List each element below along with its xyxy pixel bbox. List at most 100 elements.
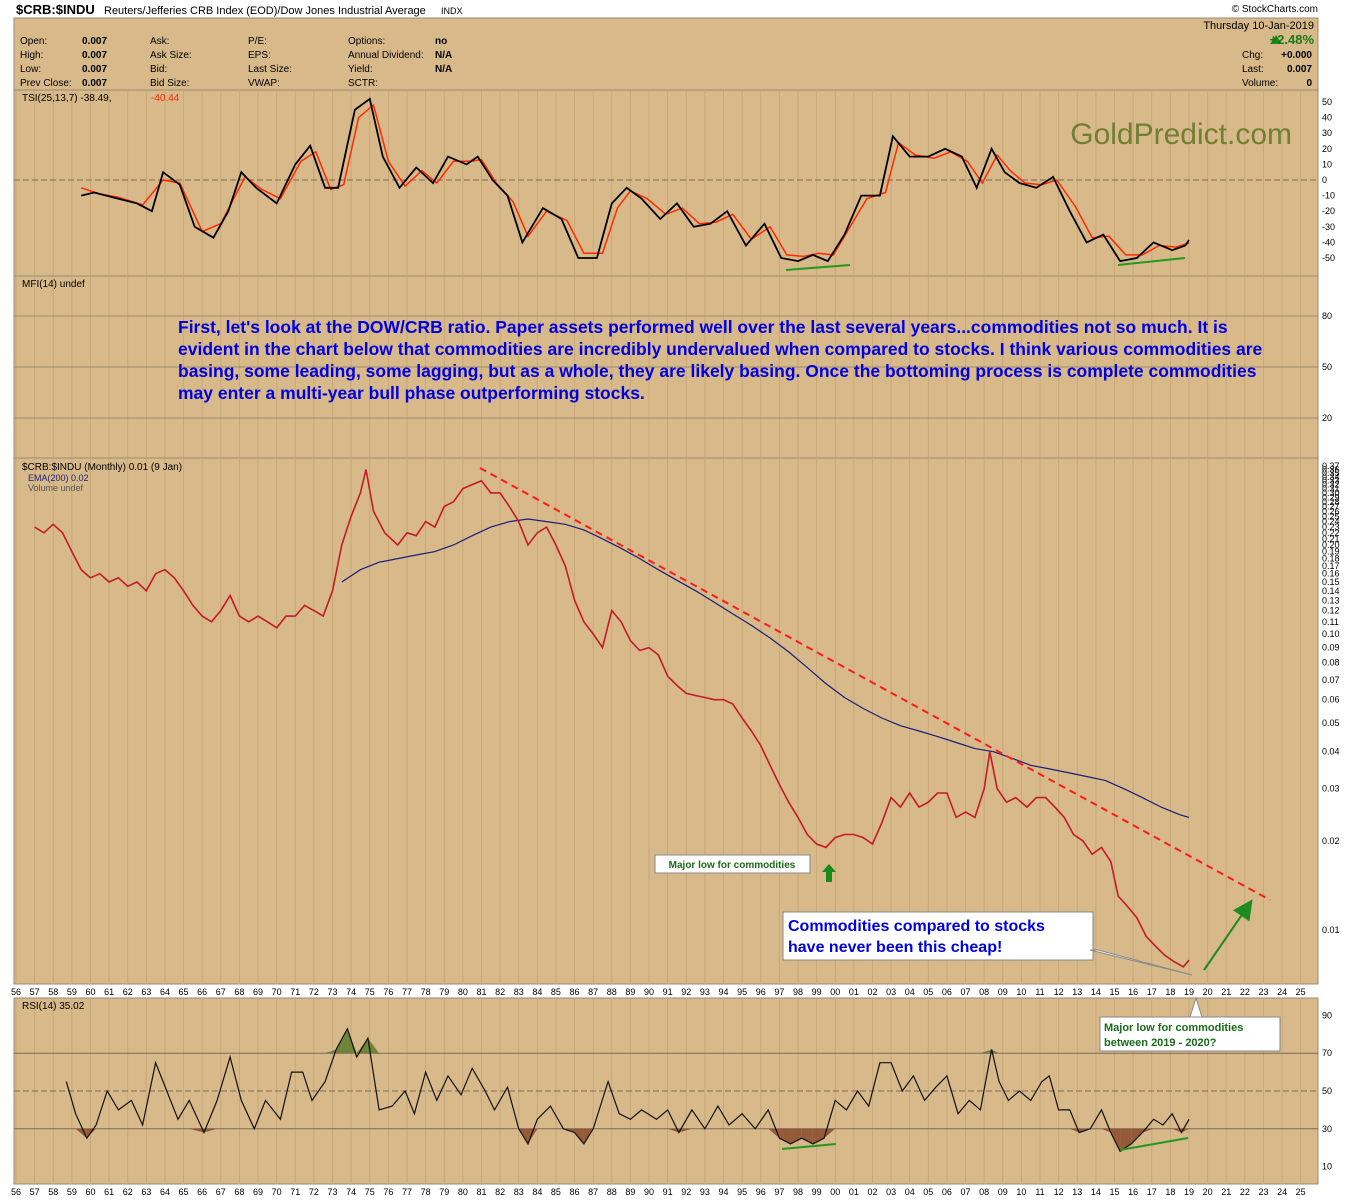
x-tick-label: 63 — [141, 987, 151, 997]
x-tick-label: 73 — [328, 987, 338, 997]
x-tick-label: 92 — [681, 987, 691, 997]
x-tick-label: 21 — [1221, 987, 1231, 997]
quote-value: 0 — [1306, 78, 1312, 89]
x-tick-label: 94 — [719, 987, 729, 997]
quote-value: N/A — [435, 50, 452, 61]
x-tick-label: 17 — [1147, 987, 1157, 997]
mfi-y-axis: 80 50 20 — [1322, 311, 1332, 423]
x-tick-label: 97 — [774, 987, 784, 997]
x-tick-label: 22 — [1240, 987, 1250, 997]
y-tick-label: 0.03 — [1322, 784, 1340, 794]
rsi-fill-area — [1101, 1128, 1111, 1133]
x-tick-label: 16 — [1128, 987, 1138, 997]
tsi-legend: TSI(25,13,7) -38.49, — [22, 93, 112, 104]
tsi-lines — [80, 97, 1190, 263]
y-tick-label: 0.18 — [1322, 554, 1340, 564]
x-tick-label: 00 — [830, 987, 840, 997]
x-tick-label: 72 — [309, 1187, 319, 1197]
x-tick-label: 20 — [1203, 1187, 1213, 1197]
x-tick-label: 62 — [123, 1187, 133, 1197]
x-tick-label: 01 — [849, 987, 859, 997]
price-panel — [13, 457, 1319, 985]
x-tick-label: 83 — [514, 1187, 524, 1197]
x-tick-label: 05 — [923, 1187, 933, 1197]
x-tick-label: 67 — [216, 987, 226, 997]
x-tick-label: 71 — [290, 987, 300, 997]
symbol-description: Reuters/Jefferies CRB Index (EOD)/Dow Jo… — [104, 5, 426, 17]
x-tick-label: 89 — [625, 987, 635, 997]
y-tick-label: 0.30 — [1322, 488, 1340, 498]
svg-text:Major low for commodities: Major low for commodities — [669, 860, 796, 871]
x-tick-label: 01 — [849, 1187, 859, 1197]
x-tick-label: 79 — [439, 1187, 449, 1197]
x-tick-label: 17 — [1147, 1187, 1157, 1197]
svg-text:between 2019 - 2020?: between 2019 - 2020? — [1104, 1037, 1217, 1049]
svg-text:Major low for commodities: Major low for commodities — [1104, 1022, 1243, 1034]
quote-label: Chg: — [1242, 50, 1263, 61]
x-tick-label: 12 — [1054, 1187, 1064, 1197]
x-tick-label: 61 — [104, 987, 114, 997]
x-tick-label: 69 — [253, 1187, 263, 1197]
bull-arrow — [1203, 899, 1253, 971]
x-tick-label: 84 — [532, 987, 542, 997]
y-tick-label: 0 — [1322, 175, 1327, 185]
x-tick-label: 59 — [67, 987, 77, 997]
x-tick-label: 69 — [253, 987, 263, 997]
rsi-line — [65, 1027, 1190, 1153]
x-tick-label: 95 — [737, 1187, 747, 1197]
y-tick-label: 80 — [1322, 311, 1332, 321]
y-tick-label: 0.06 — [1322, 695, 1340, 705]
quote-date: Thursday 10-Jan-2019 — [1203, 20, 1314, 32]
y-tick-label: 0.19 — [1322, 547, 1340, 557]
y-tick-label: 0.37 — [1322, 461, 1340, 471]
price-lines — [34, 469, 1190, 968]
y-tick-label: 0.34 — [1322, 472, 1340, 482]
rsi-fill-area — [790, 1128, 802, 1144]
y-tick-label: 0.32 — [1322, 480, 1340, 490]
x-tick-label: 08 — [979, 1187, 989, 1197]
x-tick-label: 57 — [30, 1187, 40, 1197]
x-tick-label: 60 — [85, 1187, 95, 1197]
rsi-fill-area — [824, 1128, 836, 1139]
rsi-divergence-line-2 — [1119, 1137, 1189, 1151]
tsi-grid — [14, 90, 1318, 276]
y-tick-label: 0.31 — [1322, 484, 1340, 494]
volume-legend: Volume undef — [28, 483, 84, 493]
quote-label: VWAP: — [248, 78, 280, 89]
x-tick-label: 90 — [644, 1187, 654, 1197]
x-tick-label: 61 — [104, 1187, 114, 1197]
x-tick-label: 67 — [216, 1187, 226, 1197]
x-tick-label: 87 — [588, 1187, 598, 1197]
rsi-fill-area — [367, 1038, 380, 1054]
x-tick-label: 13 — [1072, 987, 1082, 997]
tsi-divergence-line-2 — [1117, 257, 1186, 266]
y-tick-label: 0.24 — [1322, 517, 1340, 527]
x-tick-label: 24 — [1277, 987, 1287, 997]
x-tick-label: 04 — [905, 987, 915, 997]
major-low-callout: Major low for commodities — [654, 854, 836, 882]
x-tick-label: 58 — [48, 1187, 58, 1197]
y-tick-label: 0.07 — [1322, 675, 1340, 685]
x-tick-label: 68 — [234, 987, 244, 997]
change-percent: +2.48% — [1270, 32, 1315, 47]
up-arrow-icon — [1270, 35, 1282, 44]
x-tick-label: 88 — [607, 987, 617, 997]
x-tick-label: 72 — [309, 987, 319, 997]
y-tick-label: -50 — [1322, 253, 1335, 263]
y-tick-label: 0.21 — [1322, 534, 1340, 544]
future-low-callout: Major low for commodities between 2019 -… — [1099, 996, 1281, 1052]
x-tick-label: 21 — [1221, 1187, 1231, 1197]
quote-label: Annual Dividend: — [348, 50, 424, 61]
y-tick-label: 20 — [1322, 144, 1332, 154]
y-tick-label: 40 — [1322, 113, 1332, 123]
quote-value: 0.007 — [1287, 64, 1312, 75]
rsi-grid — [14, 998, 1318, 1184]
quote-label: Low: — [20, 64, 41, 75]
quote-label: Bid Size: — [150, 78, 189, 89]
rsi-y-axis: 90 70 50 30 10 — [1322, 1010, 1332, 1171]
x-tick-label: 84 — [532, 1187, 542, 1197]
quote-label: Ask: — [150, 36, 169, 47]
price-grid — [15, 458, 1302, 984]
x-tick-label: 62 — [123, 987, 133, 997]
